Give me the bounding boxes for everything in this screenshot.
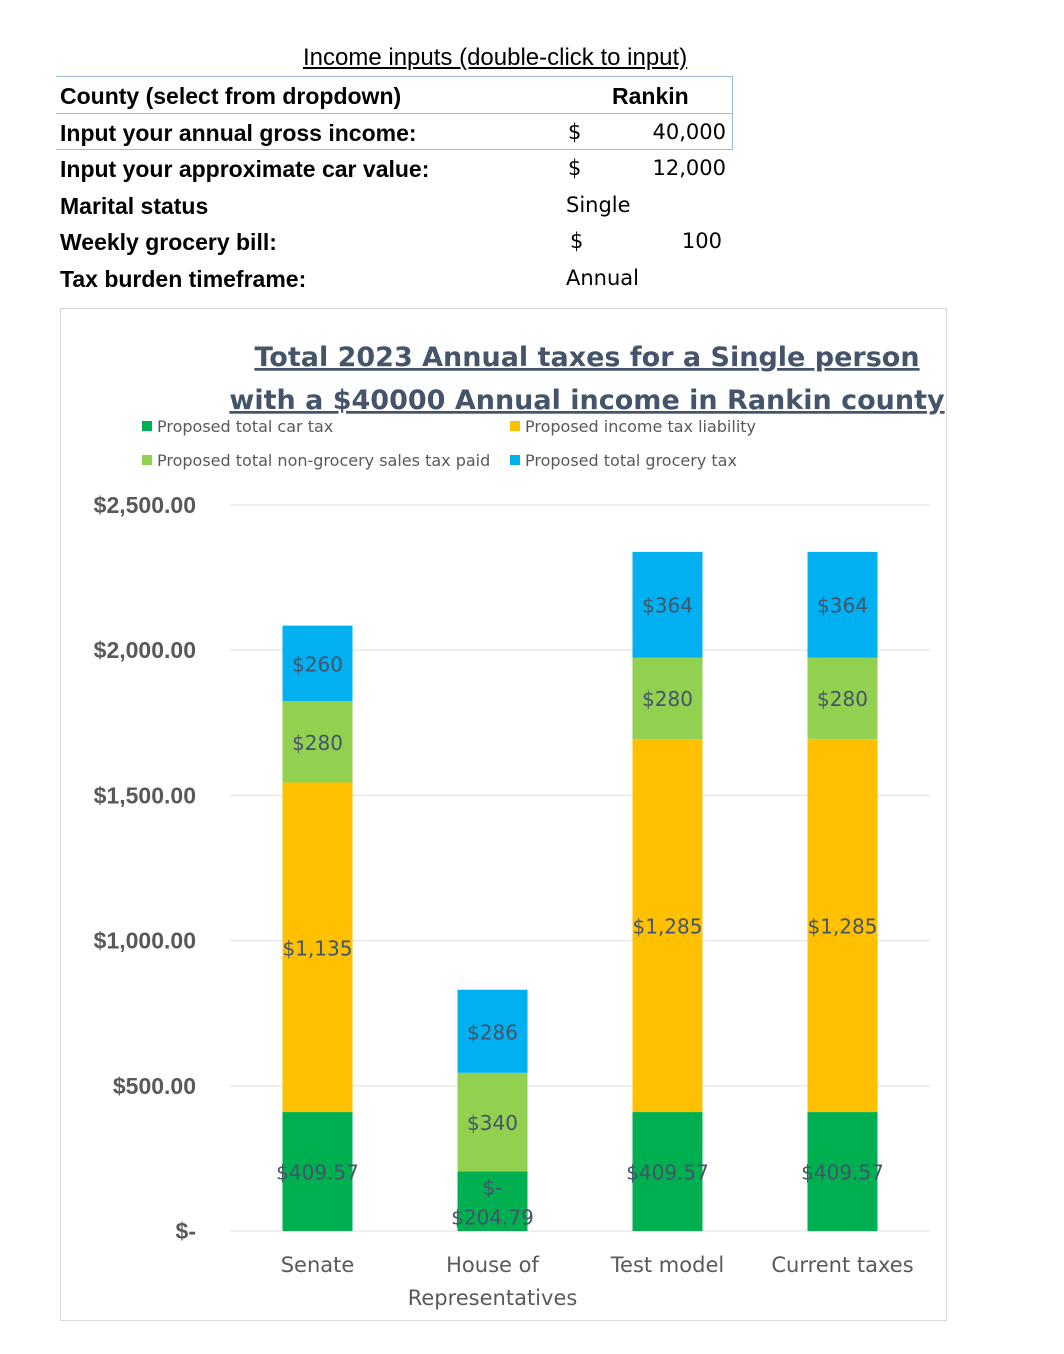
data-label: $280 (292, 731, 343, 755)
bar-segment (632, 738, 703, 1113)
data-label: $1,285 (808, 914, 878, 938)
income-row[interactable]: Input your annual gross income: $ 40,000 (60, 115, 732, 151)
y-tick-label: $500.00 (113, 1073, 196, 1099)
bar-segment (282, 782, 353, 1113)
data-label: $364 (817, 594, 868, 618)
county-row[interactable]: County (select from dropdown) Rankin (60, 78, 732, 114)
car-value-row[interactable]: Input your approximate car value: $ 12,0… (60, 151, 732, 187)
timeframe-label: Tax burden timeframe: (60, 266, 307, 292)
data-label: $409.57 (276, 1161, 359, 1185)
tax-chart: Total 2023 Annual taxes for a Single per… (60, 308, 947, 1321)
data-label: $280 (817, 687, 868, 711)
bar-segment (457, 1171, 528, 1231)
county-label: County (select from dropdown) (60, 83, 402, 109)
bar-segment (282, 701, 353, 783)
data-label: $- (483, 1175, 503, 1199)
car-value-currency: $ (568, 156, 582, 180)
bar-segment (807, 738, 878, 1113)
x-tick-label: Current taxes (771, 1253, 913, 1277)
car-value-label: Input your approximate car value: (60, 156, 430, 182)
row-divider (56, 113, 732, 114)
legend-label: Proposed total non-grocery sales tax pai… (157, 451, 490, 470)
grocery-label: Weekly grocery bill: (60, 229, 277, 255)
timeframe-row[interactable]: Tax burden timeframe: Annual (60, 261, 732, 297)
table-right-border (732, 76, 733, 150)
bar-segment (807, 1112, 878, 1231)
data-label: $409.57 (801, 1161, 884, 1185)
row-divider (56, 149, 732, 150)
legend-swatch (142, 421, 152, 431)
bar-segment (282, 1112, 353, 1231)
bar-segment (632, 657, 703, 739)
data-label: $1,135 (283, 936, 353, 960)
bar-segment (457, 989, 528, 1073)
y-tick-label: $1,000.00 (94, 928, 196, 954)
timeframe-select[interactable]: Annual (566, 266, 639, 290)
inputs-title: Income inputs (double-click to input) (303, 44, 688, 71)
table-top-border (56, 76, 732, 77)
x-tick-label: House of (446, 1253, 539, 1277)
legend-swatch (142, 455, 152, 465)
chart-title-line: with a $40000 Annual income in Rankin co… (229, 385, 945, 416)
data-label: $364 (642, 594, 693, 618)
y-tick-label: $2,500.00 (94, 492, 196, 518)
data-label: $340 (467, 1111, 518, 1135)
bar-segment (807, 657, 878, 739)
bar-segment (632, 1112, 703, 1231)
y-tick-label: $1,500.00 (94, 782, 196, 808)
legend-swatch (510, 421, 520, 431)
data-label: $280 (642, 687, 693, 711)
chart-title-line: Total 2023 Annual taxes for a Single per… (254, 342, 919, 373)
grocery-input[interactable]: 100 (681, 229, 722, 253)
legend-label: Proposed income tax liability (525, 417, 756, 436)
legend-swatch (510, 455, 520, 465)
data-label: $1,285 (633, 914, 703, 938)
x-tick-label: Senate (281, 1253, 355, 1277)
marital-label: Marital status (60, 193, 209, 219)
legend-label: Proposed total car tax (157, 417, 333, 436)
data-label: $409.57 (626, 1161, 709, 1185)
data-label: $286 (467, 1020, 518, 1044)
grocery-currency: $ (570, 229, 584, 253)
bar-segment (807, 551, 878, 658)
bar-segment (457, 1072, 528, 1172)
grocery-row[interactable]: Weekly grocery bill: $ 100 (60, 224, 732, 260)
marital-select[interactable]: Single (566, 193, 631, 217)
data-label: $204.79 (451, 1205, 534, 1229)
income-input[interactable]: 40,000 (652, 120, 726, 144)
x-tick-label: Test model (610, 1253, 724, 1277)
bar-segment (282, 625, 353, 702)
income-currency: $ (568, 120, 582, 144)
income-label: Input your annual gross income: (60, 120, 417, 146)
marital-row[interactable]: Marital status Single (60, 188, 732, 224)
county-dropdown[interactable]: Rankin (612, 83, 689, 109)
data-label: $260 (292, 652, 343, 676)
y-tick-label: $- (176, 1218, 196, 1244)
car-value-input[interactable]: 12,000 (652, 156, 726, 180)
x-tick-label: Representatives (408, 1286, 578, 1310)
bar-segment (632, 551, 703, 658)
y-tick-label: $2,000.00 (94, 637, 196, 663)
legend-label: Proposed total grocery tax (525, 451, 737, 470)
